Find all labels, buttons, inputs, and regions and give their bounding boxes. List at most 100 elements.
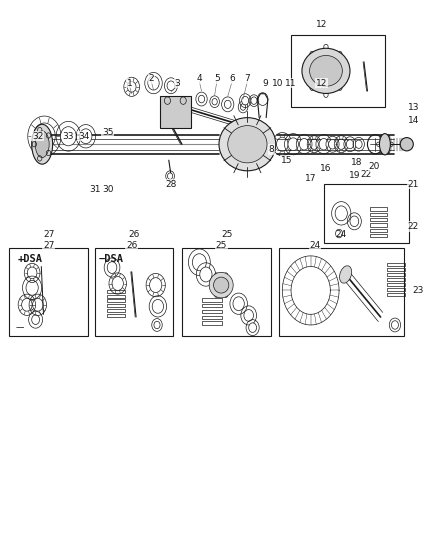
Text: 27: 27 xyxy=(43,241,54,250)
Bar xyxy=(107,304,125,307)
Text: 14: 14 xyxy=(408,116,419,125)
Text: 28: 28 xyxy=(165,180,177,189)
Text: 17: 17 xyxy=(305,174,316,183)
Circle shape xyxy=(148,76,159,90)
Circle shape xyxy=(154,321,160,329)
Text: 24: 24 xyxy=(309,241,321,250)
Text: −DSA: −DSA xyxy=(99,254,124,264)
Circle shape xyxy=(80,129,92,144)
Text: 18: 18 xyxy=(351,158,362,167)
Text: 23: 23 xyxy=(412,286,424,295)
Ellipse shape xyxy=(219,118,276,171)
Text: 12: 12 xyxy=(316,20,327,29)
Bar xyxy=(370,207,387,211)
Bar xyxy=(202,304,222,308)
Text: —: — xyxy=(15,324,24,332)
Text: 7: 7 xyxy=(244,74,250,83)
Ellipse shape xyxy=(310,55,343,86)
Text: +DSA: +DSA xyxy=(17,254,42,264)
Bar xyxy=(370,229,387,232)
Text: 20: 20 xyxy=(368,162,380,171)
Ellipse shape xyxy=(35,131,49,158)
Bar xyxy=(370,223,387,227)
Text: 4: 4 xyxy=(197,74,202,83)
Text: 1: 1 xyxy=(127,78,132,87)
Circle shape xyxy=(192,254,206,271)
Bar xyxy=(107,295,125,297)
Circle shape xyxy=(240,104,246,110)
Circle shape xyxy=(32,315,39,325)
Text: 19: 19 xyxy=(349,171,360,180)
Circle shape xyxy=(350,216,359,227)
Bar xyxy=(107,309,125,312)
Circle shape xyxy=(152,300,163,313)
Circle shape xyxy=(200,267,212,282)
Bar xyxy=(387,278,406,281)
Ellipse shape xyxy=(214,277,229,293)
Bar xyxy=(370,213,387,216)
Ellipse shape xyxy=(400,138,413,151)
Text: 33: 33 xyxy=(63,132,74,141)
Circle shape xyxy=(328,140,336,149)
Text: 22: 22 xyxy=(361,170,372,179)
Circle shape xyxy=(26,280,38,295)
Circle shape xyxy=(198,95,205,103)
Text: 31: 31 xyxy=(89,185,100,194)
Text: 13: 13 xyxy=(407,102,419,111)
Text: 16: 16 xyxy=(320,164,332,173)
Text: 34: 34 xyxy=(78,132,89,141)
Bar xyxy=(387,273,406,276)
Bar xyxy=(324,184,409,243)
Bar xyxy=(202,321,222,325)
Circle shape xyxy=(224,100,231,108)
Bar xyxy=(202,298,222,302)
Text: 12: 12 xyxy=(316,78,327,87)
Text: 10: 10 xyxy=(272,78,284,87)
Bar xyxy=(107,314,125,317)
Text: 9: 9 xyxy=(262,78,268,87)
Circle shape xyxy=(288,138,298,151)
Bar xyxy=(107,300,125,302)
Ellipse shape xyxy=(32,124,53,164)
Bar xyxy=(279,248,404,336)
Bar xyxy=(95,248,173,336)
Text: 3: 3 xyxy=(175,78,180,87)
Circle shape xyxy=(233,297,244,311)
Text: 35: 35 xyxy=(102,127,113,136)
Circle shape xyxy=(167,173,173,179)
Circle shape xyxy=(212,99,217,105)
Bar xyxy=(370,234,387,237)
Bar xyxy=(202,310,222,313)
Circle shape xyxy=(319,139,328,150)
Circle shape xyxy=(335,206,347,221)
Circle shape xyxy=(60,127,76,146)
Text: 22: 22 xyxy=(408,222,419,231)
Ellipse shape xyxy=(339,266,352,283)
Bar xyxy=(10,248,88,336)
Circle shape xyxy=(167,81,175,91)
Text: 25: 25 xyxy=(215,241,227,250)
Circle shape xyxy=(249,323,257,333)
Text: 8: 8 xyxy=(268,145,274,154)
Circle shape xyxy=(346,140,353,149)
Bar xyxy=(387,288,406,291)
Text: 21: 21 xyxy=(408,180,419,189)
Text: 5: 5 xyxy=(214,74,220,83)
Ellipse shape xyxy=(302,49,350,93)
Circle shape xyxy=(355,140,362,148)
Bar xyxy=(387,263,406,266)
Circle shape xyxy=(244,310,254,321)
Bar xyxy=(387,293,406,296)
Bar xyxy=(387,283,406,286)
Text: 26: 26 xyxy=(126,241,138,250)
Ellipse shape xyxy=(209,272,233,298)
Circle shape xyxy=(242,96,249,105)
Text: 2: 2 xyxy=(148,74,154,83)
Bar xyxy=(370,218,387,221)
Bar xyxy=(182,248,272,336)
Bar xyxy=(387,268,406,271)
Text: 26: 26 xyxy=(128,230,140,239)
Text: 32: 32 xyxy=(32,132,43,141)
Text: 30: 30 xyxy=(102,185,113,194)
Text: 15: 15 xyxy=(281,156,293,165)
